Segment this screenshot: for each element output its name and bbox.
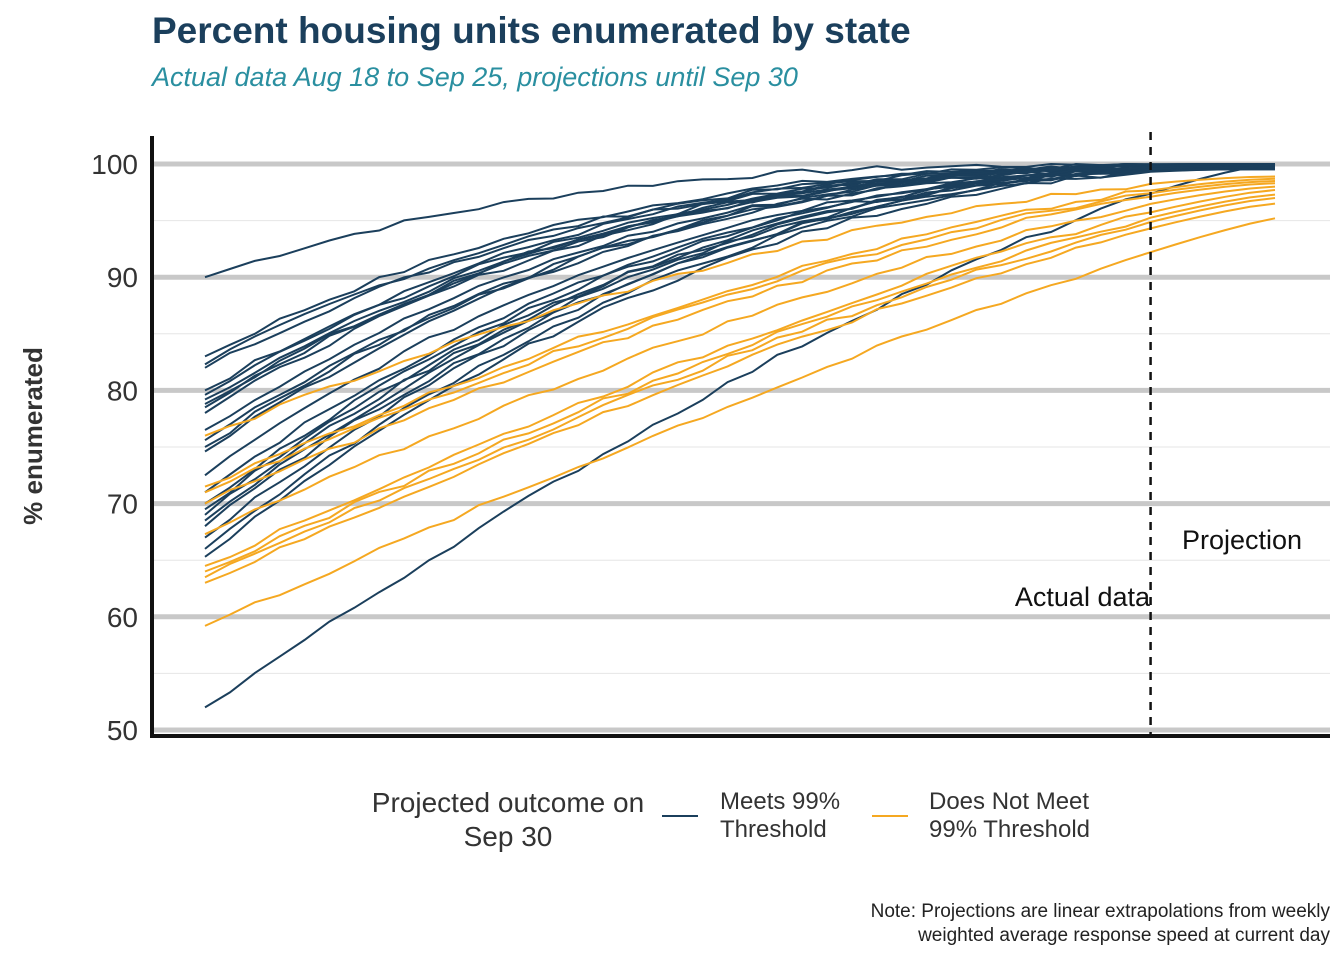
- legend-key-meets: [662, 815, 698, 817]
- y-axis-label: % enumerated: [18, 347, 48, 525]
- chart-subtitle: Actual data Aug 18 to Sep 25, projection…: [152, 62, 798, 92]
- legend-title: Projected outcome on Sep 30: [371, 787, 645, 852]
- series-line-meets: [204, 166, 1276, 558]
- footnote-line-2: weighted average response speed at curre…: [918, 925, 1330, 946]
- y-tick-label: 70: [107, 489, 138, 520]
- series-line-meets: [204, 168, 1275, 494]
- series-meets-threshold: [204, 162, 1276, 709]
- y-tick-label: 80: [107, 375, 138, 406]
- series-line-meets: [204, 162, 1275, 448]
- series-line-not-meets: [204, 177, 1276, 488]
- series-line-meets: [204, 164, 1275, 414]
- series-not-meets-threshold: [204, 175, 1276, 627]
- footnote-line-1: Note: Projections are linear extrapolati…: [870, 901, 1330, 922]
- y-tick-label: 90: [107, 262, 138, 293]
- y-tick-label: 50: [107, 715, 138, 746]
- series-line-not-meets: [204, 202, 1276, 584]
- series-line-meets: [204, 168, 1275, 511]
- series-line-not-meets: [204, 197, 1276, 579]
- series-line-not-meets: [204, 175, 1276, 437]
- series-line-meets: [204, 166, 1275, 477]
- series-line-not-meets: [204, 182, 1276, 505]
- series-line-not-meets: [204, 217, 1276, 627]
- legend-key-not-meets: [872, 815, 908, 817]
- legend-label-meets: Meets 99% Threshold: [720, 788, 841, 843]
- y-tick-label: 100: [91, 149, 138, 180]
- series-line-not-meets: [204, 185, 1276, 536]
- chart-title: Percent housing units enumerated by stat…: [152, 10, 911, 51]
- series-line-meets: [204, 163, 1276, 709]
- legend-label-not-meets: Does Not Meet 99% Threshold: [929, 788, 1090, 843]
- y-axis-ticks: 50 60 70 80 90 100: [91, 149, 138, 746]
- series-line-not-meets: [204, 189, 1276, 567]
- y-tick-label: 60: [107, 602, 138, 633]
- annotation-actual-data: Actual data: [1015, 582, 1151, 612]
- annotation-projection: Projection: [1182, 525, 1302, 555]
- footnote: Note: Projections are linear extrapolati…: [630, 900, 1330, 948]
- series-line-not-meets: [204, 180, 1276, 494]
- series-line-meets: [204, 163, 1275, 505]
- series-line-not-meets: [204, 193, 1276, 573]
